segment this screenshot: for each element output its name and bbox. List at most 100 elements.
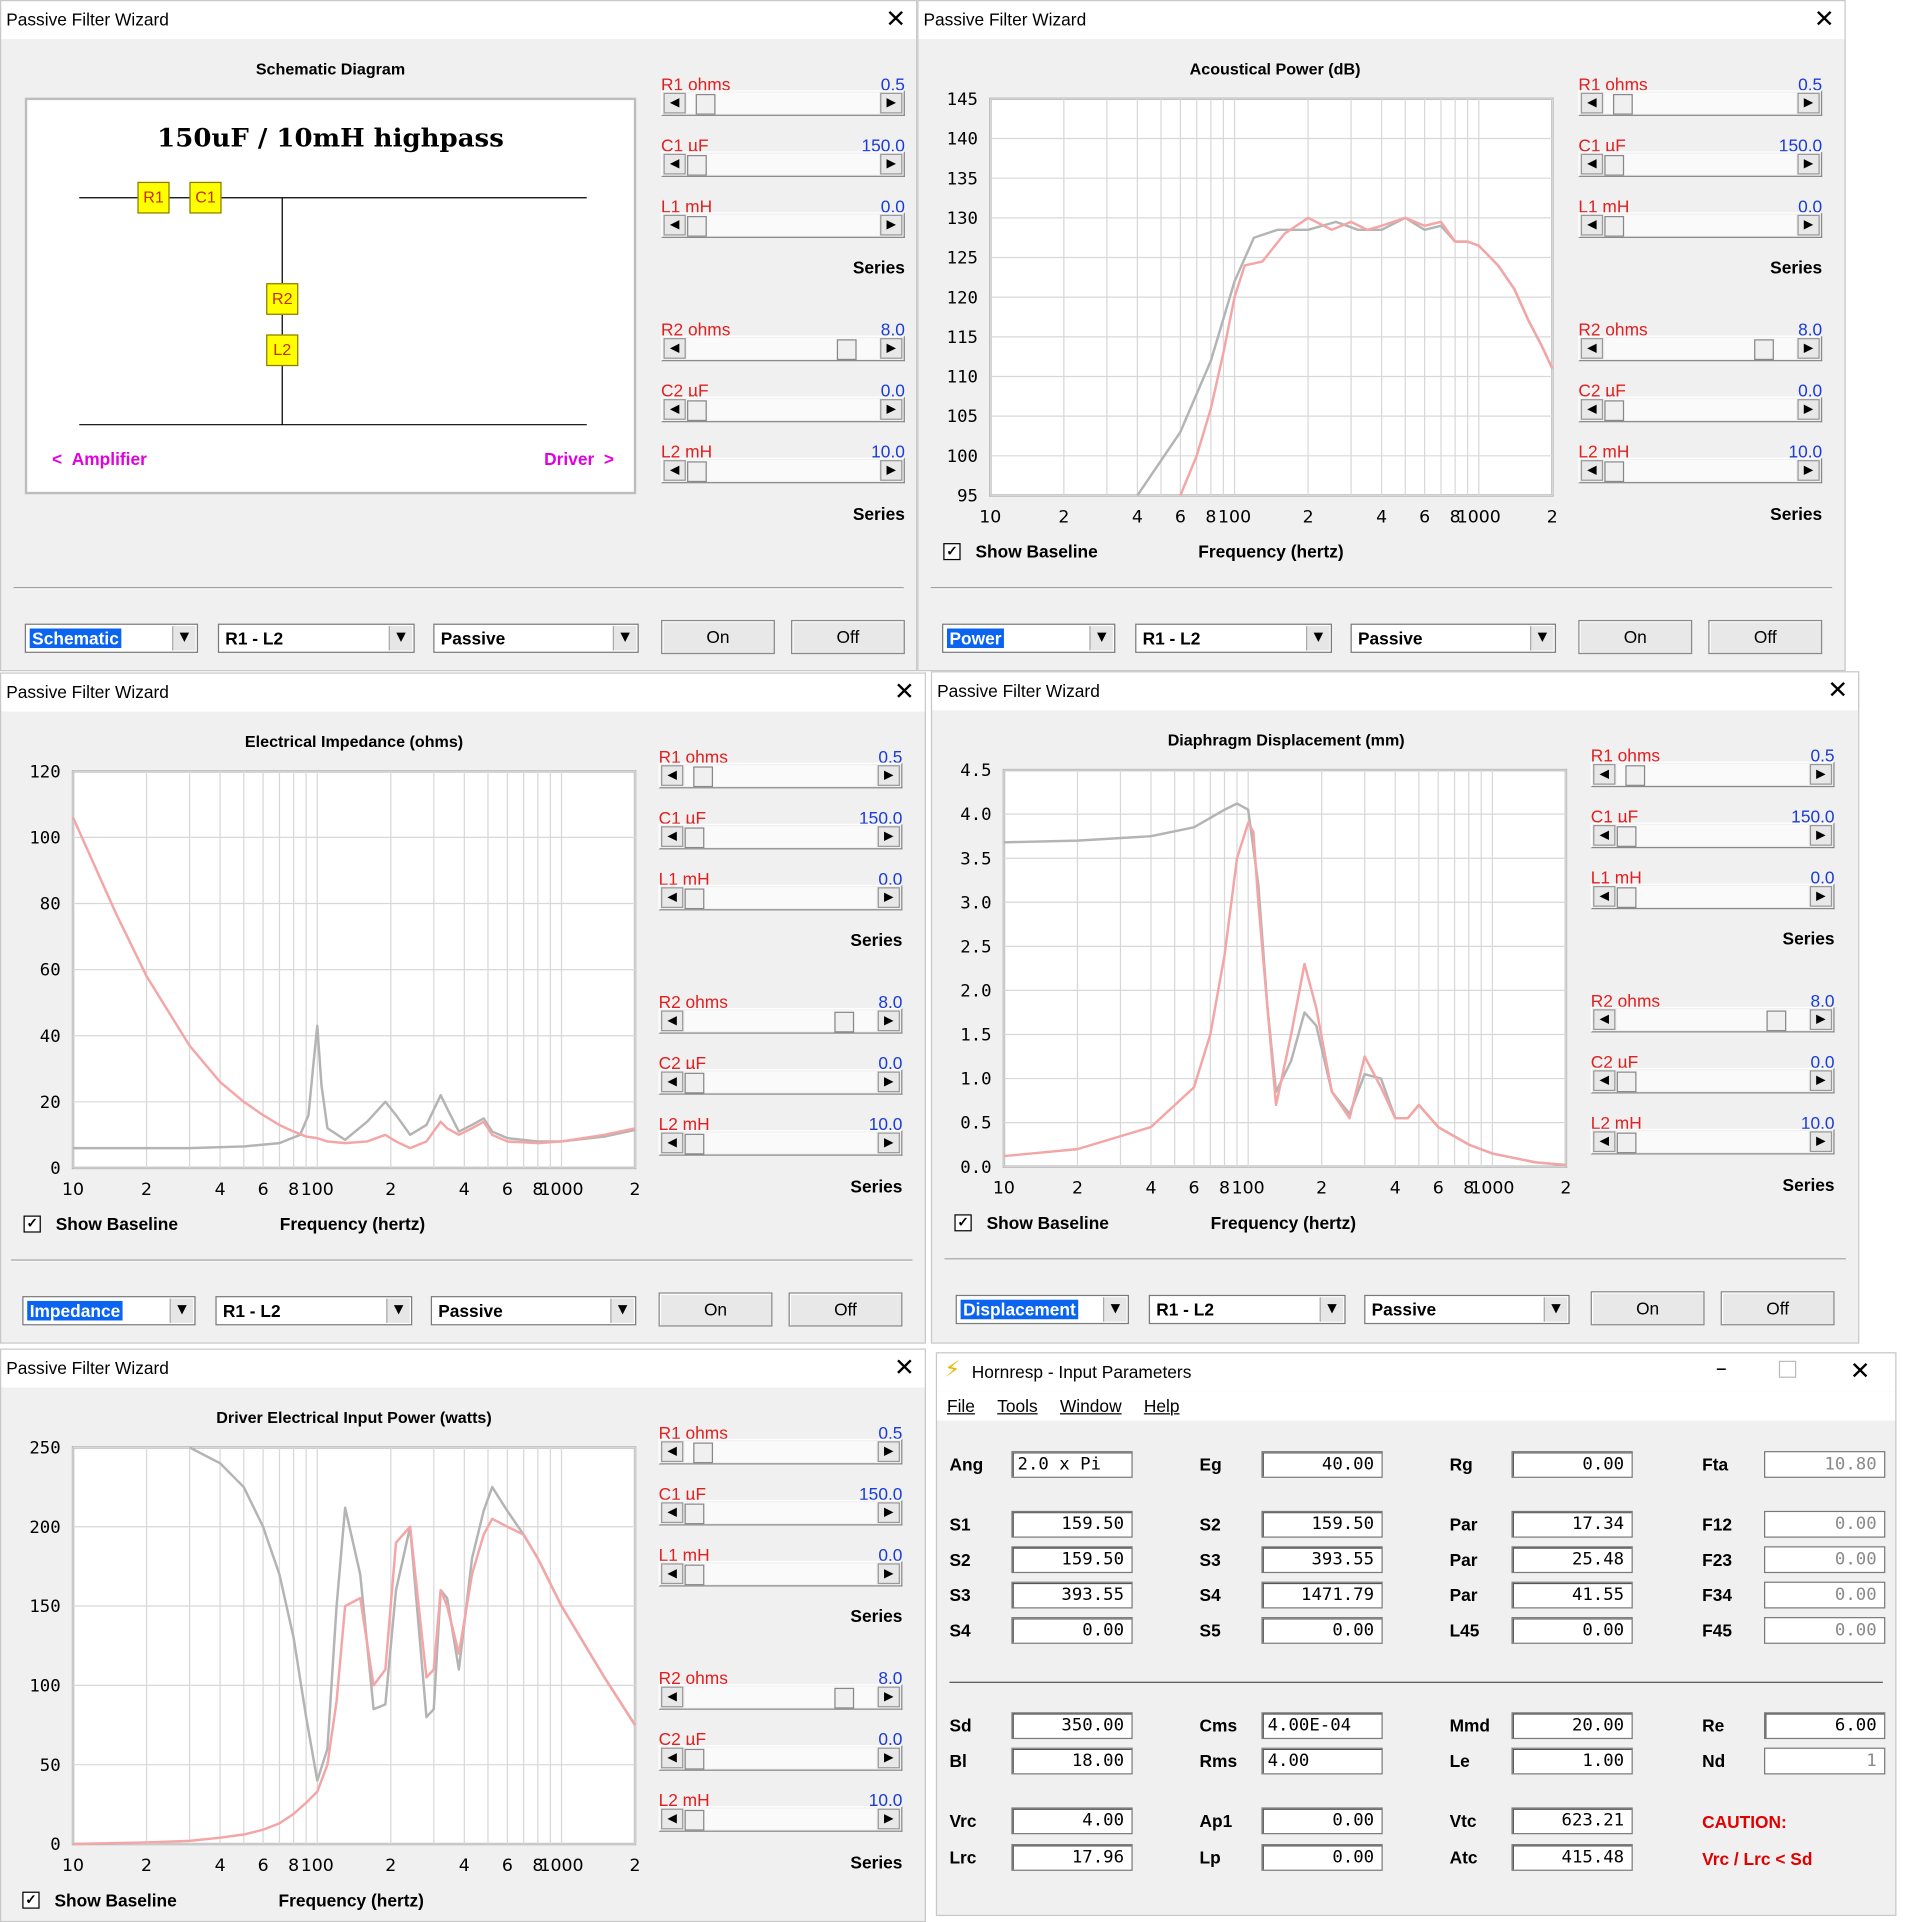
slider-r2[interactable]: R2 ohms 8.0 ◀ ▶ [658,992,903,1053]
scrollbar-track[interactable] [684,1010,877,1033]
close-icon[interactable]: ✕ [1827,674,1849,705]
arrow-left-icon[interactable]: ◀ [1593,824,1616,846]
scrollbar-track[interactable] [1616,1009,1809,1032]
scrollbar-thumb[interactable] [1754,339,1774,361]
slider-r2[interactable]: R2 ohms 8.0 ◀ ▶ [661,320,905,381]
arrow-right-icon[interactable]: ▶ [877,1132,900,1154]
scrollbar-track[interactable] [687,399,879,422]
scrollbar-thumb[interactable] [684,1564,705,1586]
arrow-left-icon[interactable]: ◀ [1580,460,1604,481]
arrow-left-icon[interactable]: ◀ [1580,338,1604,359]
minimize-icon[interactable]: – [1715,1355,1727,1382]
param-field[interactable]: 4.00 [1261,1747,1383,1775]
scrollbar-track[interactable] [684,1441,877,1464]
scrollbar-track[interactable] [687,338,879,361]
scrollbar-track[interactable] [684,1808,877,1831]
arrow-left-icon[interactable]: ◀ [1580,214,1604,236]
scrollbar-thumb[interactable] [693,766,713,788]
arrow-left-icon[interactable]: ◀ [1593,886,1616,907]
scrollbar-thumb[interactable] [1625,765,1646,786]
arrow-left-icon[interactable]: ◀ [661,1502,684,1524]
scrollbar-track[interactable] [684,1132,877,1155]
arrow-right-icon[interactable]: ▶ [1809,763,1833,785]
range-select[interactable]: R1 - L2 ▼ [217,623,415,653]
scrollbar-thumb[interactable] [1604,400,1625,422]
scrollbar-track[interactable] [684,826,877,849]
scrollbar[interactable]: ◀ ▶ [1590,1128,1835,1155]
scrollbar[interactable]: ◀ ▶ [661,90,905,116]
arrow-right-icon[interactable]: ▶ [1809,1009,1833,1031]
param-field[interactable]: 0.00 [1511,1451,1633,1478]
arrow-right-icon[interactable]: ▶ [877,1441,900,1463]
slider-l2[interactable]: L2 mH 10.0 ◀ ▶ [658,1790,903,1851]
scrollbar[interactable]: ◀ ▶ [658,823,903,850]
scrollbar[interactable]: ◀ ▶ [1578,151,1823,177]
scrollbar-track[interactable] [1616,763,1809,786]
scrollbar-track[interactable] [1604,153,1797,176]
scrollbar[interactable]: ◀ ▶ [1578,212,1823,238]
slider-c2[interactable]: C2 µF 0.0 ◀ ▶ [1578,381,1823,442]
scrollbar[interactable]: ◀ ▶ [658,884,903,911]
scrollbar-thumb[interactable] [684,888,705,910]
scrollbar[interactable]: ◀ ▶ [1590,1067,1835,1094]
slider-r2[interactable]: R2 ohms 8.0 ◀ ▶ [1590,991,1835,1052]
slider-c2[interactable]: C2 µF 0.0 ◀ ▶ [658,1053,903,1114]
scrollbar[interactable]: ◀ ▶ [658,1130,903,1156]
slider-r1[interactable]: R1 ohms 0.5 ◀ ▶ [658,1423,903,1484]
slider-l1[interactable]: L1 mH 0.0 ◀ ▶ [1578,196,1823,257]
scrollbar[interactable]: ◀ ▶ [1578,90,1823,116]
slider-l2[interactable]: L2 mH 10.0 ◀ ▶ [658,1114,903,1175]
menu-file[interactable]: File [946,1396,975,1416]
arrow-left-icon[interactable]: ◀ [1593,1009,1616,1031]
arrow-left-icon[interactable]: ◀ [1593,1131,1616,1153]
scrollbar-thumb[interactable] [1616,887,1637,908]
param-field[interactable]: 159.50 [1011,1546,1133,1574]
scrollbar[interactable]: ◀ ▶ [1590,1006,1835,1033]
close-icon[interactable]: ✕ [1849,1355,1871,1386]
on-button[interactable]: On [658,1292,773,1327]
arrow-left-icon[interactable]: ◀ [661,887,684,908]
scrollbar-track[interactable] [687,153,879,176]
slider-r1[interactable]: R1 ohms 0.5 ◀ ▶ [658,747,903,808]
arrow-right-icon[interactable]: ▶ [877,826,900,847]
arrow-right-icon[interactable]: ▶ [877,1071,900,1093]
off-button[interactable]: Off [1720,1291,1835,1326]
arrow-left-icon[interactable]: ◀ [661,1808,684,1830]
param-field[interactable]: 0.00 [1261,1807,1383,1835]
arrow-right-icon[interactable]: ▶ [877,1808,900,1830]
arrow-left-icon[interactable]: ◀ [661,1563,684,1585]
arrow-left-icon[interactable]: ◀ [663,92,686,114]
param-field[interactable]: 17.34 [1511,1510,1633,1538]
arrow-left-icon[interactable]: ◀ [661,1132,684,1154]
scrollbar-thumb[interactable] [836,339,857,361]
arrow-left-icon[interactable]: ◀ [661,1686,684,1708]
scrollbar-track[interactable] [684,1563,877,1586]
scrollbar-thumb[interactable] [684,1809,705,1831]
param-field[interactable]: 393.55 [1011,1581,1133,1609]
scrollbar-thumb[interactable] [1604,216,1625,237]
scrollbar-track[interactable] [687,92,879,115]
scrollbar-track[interactable] [1616,886,1809,908]
scrollbar[interactable]: ◀ ▶ [1578,396,1823,423]
mode-select[interactable]: Schematic ▼ [24,623,199,653]
show-baseline-checkbox[interactable]: ✓ Show Baseline [22,1890,177,1910]
scrollbar[interactable]: ◀ ▶ [661,457,905,484]
scrollbar-thumb[interactable] [1616,1071,1637,1093]
slider-r1[interactable]: R1 ohms 0.5 ◀ ▶ [661,74,905,135]
slider-c2[interactable]: C2 µF 0.0 ◀ ▶ [661,381,905,442]
param-field[interactable]: 0.00 [1261,1844,1383,1871]
scrollbar-track[interactable] [684,887,877,910]
param-field[interactable]: 0.00 [1011,1617,1133,1644]
mode-select[interactable]: Impedance ▼ [22,1296,196,1326]
menu-window[interactable]: Window [1059,1396,1122,1416]
menu-tools[interactable]: Tools [997,1396,1038,1416]
arrow-right-icon[interactable]: ▶ [1797,399,1820,420]
param-field[interactable]: 1.00 [1511,1747,1633,1775]
slider-r2[interactable]: R2 ohms 8.0 ◀ ▶ [1578,320,1823,381]
param-field[interactable]: 415.48 [1511,1844,1633,1871]
arrow-right-icon[interactable]: ▶ [1797,153,1820,175]
arrow-left-icon[interactable]: ◀ [661,1747,684,1769]
mode-select[interactable]: Power ▼ [942,623,1116,653]
scrollbar[interactable]: ◀ ▶ [1590,883,1835,910]
arrow-right-icon[interactable]: ▶ [880,214,903,236]
